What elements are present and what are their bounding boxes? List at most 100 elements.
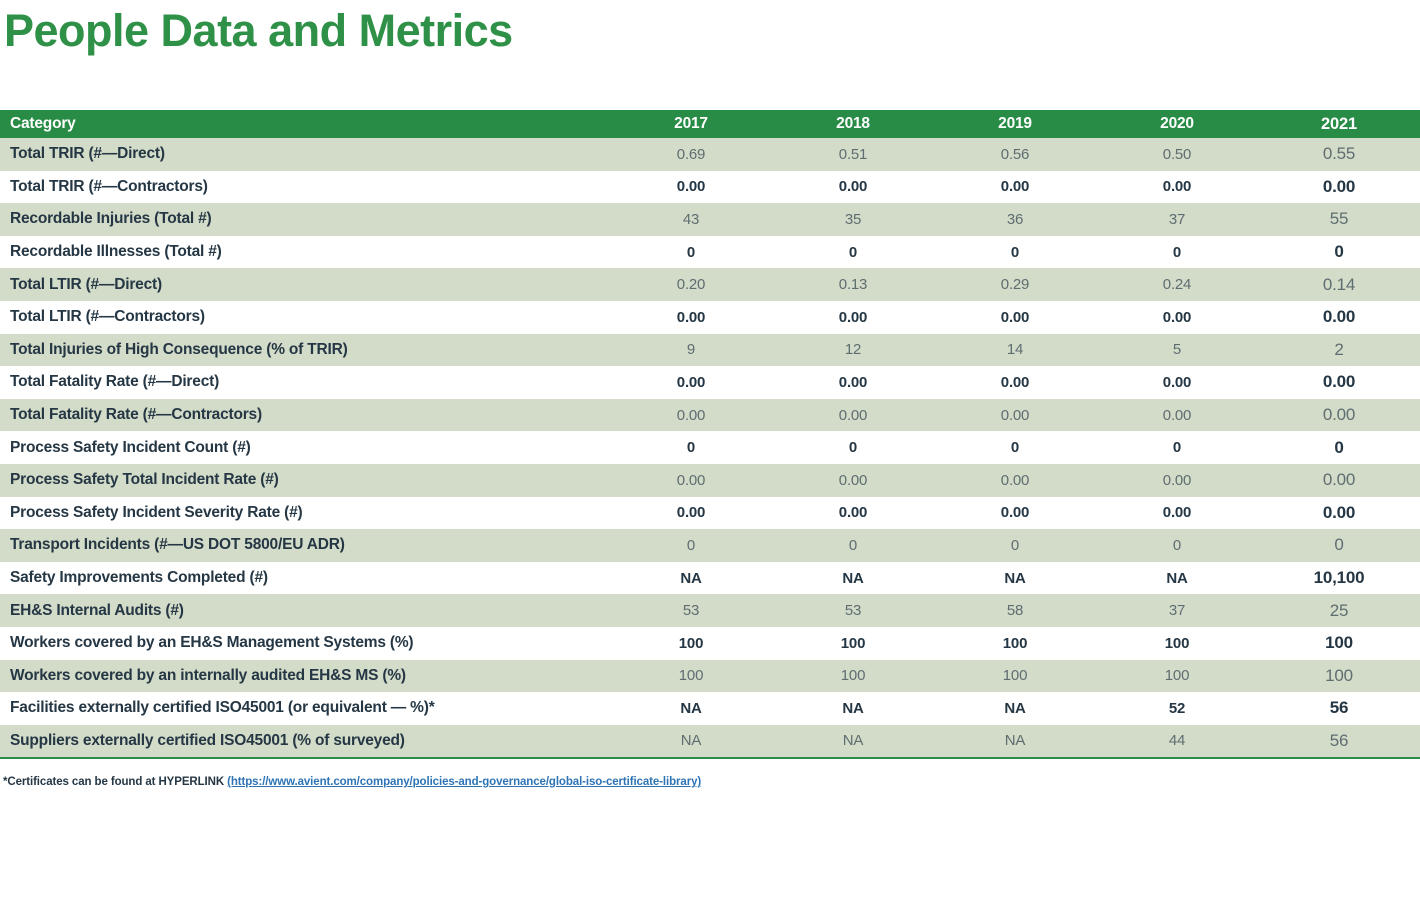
row-value-2020: 37 xyxy=(1168,602,1186,620)
row-value-2017: 0.00 xyxy=(676,406,706,424)
row-value-2020: 37 xyxy=(1168,210,1186,228)
row-value-2020: 5 xyxy=(1172,341,1182,359)
row-value-2021: 0.00 xyxy=(1322,470,1356,490)
row-value-2018: 0 xyxy=(848,439,858,457)
row-value-2018: NA xyxy=(842,699,864,717)
table-row: Suppliers externally certified ISO45001 … xyxy=(0,724,1420,759)
row-value-2017: 9 xyxy=(686,341,696,359)
row-value-2018: 0.00 xyxy=(838,373,868,391)
row-category-label: Workers covered by an EH&S Management Sy… xyxy=(10,634,414,652)
table-row: Total TRIR (#—Contractors) 0.00 0.00 0.00 0.… xyxy=(0,170,1420,204)
table-row: Total Injuries of High Consequence (% of… xyxy=(0,333,1420,367)
row-value-2021: 10,100 xyxy=(1313,568,1365,588)
row-value-2020: 0.00 xyxy=(1162,308,1192,326)
row-value-2018: 0.00 xyxy=(838,178,868,196)
row-value-2020: 100 xyxy=(1164,634,1190,652)
row-value-2018: NA xyxy=(842,569,864,587)
row-value-2020: 0.00 xyxy=(1162,471,1192,489)
row-value-2019: 36 xyxy=(1006,210,1024,228)
row-value-2019: NA xyxy=(1004,569,1026,587)
table-row: Recordable Illnesses (Total #) 0 0 0 0 0 xyxy=(0,235,1420,269)
row-value-2019: 0 xyxy=(1010,439,1020,457)
table-row: Total TRIR (#—Direct) 0.69 0.51 0.56 0.50 0.5… xyxy=(0,138,1420,171)
table-row: Total Fatality Rate (#—Direct) 0.00 0.00 0.… xyxy=(0,366,1420,399)
row-value-2018: 0.51 xyxy=(838,145,868,163)
row-value-2019: 100 xyxy=(1002,667,1028,685)
row-value-2021: 0 xyxy=(1334,535,1344,555)
row-value-2018: 0.00 xyxy=(838,471,868,489)
row-value-2019: 0.00 xyxy=(1000,373,1030,391)
row-category-label: Total TRIR (#—Direct) xyxy=(10,145,165,163)
row-value-2020: 100 xyxy=(1164,667,1190,685)
row-value-2020: 0.00 xyxy=(1162,504,1192,522)
row-value-2021: 25 xyxy=(1329,600,1349,620)
column-header-year: 2019 xyxy=(934,110,1096,138)
row-value-2019: 100 xyxy=(1002,634,1028,652)
row-value-2020: 0 xyxy=(1172,243,1182,261)
column-header-category: Category xyxy=(0,110,610,138)
row-value-2021: 0.00 xyxy=(1322,372,1356,392)
row-value-2021: 0.00 xyxy=(1322,405,1356,425)
row-value-2017: 53 xyxy=(682,602,700,620)
row-value-2019: 0.29 xyxy=(1000,276,1030,294)
row-value-2020: 0.00 xyxy=(1162,406,1192,424)
row-category-label: Transport Incidents (#—US DOT 5800/EU AD… xyxy=(10,536,345,554)
table-row: Recordable Injuries (Total #) 43 35 36 37 55 xyxy=(0,203,1420,236)
row-value-2021: 55 xyxy=(1329,209,1349,229)
row-value-2021: 0 xyxy=(1334,437,1344,457)
table-row: Process Safety Total Incident Rate (#) 0.… xyxy=(0,463,1420,497)
column-header-year: 2020 xyxy=(1096,110,1258,138)
row-value-2018: 100 xyxy=(840,667,866,685)
row-value-2017: 0.00 xyxy=(676,471,706,489)
people-metrics-table: Category 2017 2018 2019 2020 2021 Total TRIR… xyxy=(0,110,1420,760)
column-header-year: 2018 xyxy=(772,110,934,138)
row-category-label: Workers covered by an internally audited… xyxy=(10,666,406,684)
row-category-label: Process Safety Total Incident Rate (#) xyxy=(10,471,279,489)
row-value-2018: 0.00 xyxy=(838,406,868,424)
row-value-2017: 43 xyxy=(682,210,700,228)
footnote: *Certificates can be found at HYPERLINK … xyxy=(3,776,701,788)
row-value-2019: 0.56 xyxy=(1000,145,1030,163)
row-value-2017: 0 xyxy=(686,536,696,554)
row-value-2019: NA xyxy=(1004,699,1026,717)
row-value-2017: 0.00 xyxy=(676,373,706,391)
row-value-2020: 44 xyxy=(1168,732,1186,750)
table-row: Facilities externally certified ISO45001… xyxy=(0,692,1420,725)
row-value-2019: 0.00 xyxy=(1000,178,1030,196)
row-value-2017: 0.00 xyxy=(676,308,706,326)
table-row: Process Safety Incident Count (#) 0 0 0 0 0 xyxy=(0,431,1420,464)
row-value-2020: 0.50 xyxy=(1162,145,1192,163)
row-value-2017: NA xyxy=(680,732,702,750)
row-category-label: Recordable Injuries (Total #) xyxy=(10,210,212,228)
row-value-2018: 0.00 xyxy=(838,504,868,522)
iso-certificate-library-link[interactable]: (https://www.avient.com/company/policies… xyxy=(227,776,702,788)
row-category-label: Total Fatality Rate (#—Direct) xyxy=(10,373,220,391)
row-value-2021: 0.00 xyxy=(1322,176,1356,196)
row-value-2021: 56 xyxy=(1329,730,1349,750)
row-value-2019: 0.00 xyxy=(1000,471,1030,489)
table-row: Total LTIR (#—Contractors) 0.00 0.00 0.00 0.… xyxy=(0,300,1420,334)
row-value-2017: 0 xyxy=(686,439,696,457)
table-header-row: Category 2017 2018 2019 2020 2021 xyxy=(0,110,1420,138)
row-value-2020: 0.00 xyxy=(1162,178,1192,196)
row-value-2021: 0.00 xyxy=(1322,307,1356,327)
row-value-2021: 0.00 xyxy=(1322,502,1356,522)
table-row: Workers covered by an EH&S Management Sy… xyxy=(0,626,1420,660)
row-value-2017: 0.00 xyxy=(676,178,706,196)
row-value-2019: 0.00 xyxy=(1000,308,1030,326)
row-value-2020: NA xyxy=(1166,569,1188,587)
row-value-2020: 0.24 xyxy=(1162,276,1192,294)
row-value-2019: NA xyxy=(1004,732,1026,750)
row-value-2018: NA xyxy=(842,732,864,750)
column-header-year: 2017 xyxy=(610,110,772,138)
table-row: Workers covered by an internally audited… xyxy=(0,659,1420,693)
row-value-2021: 0.14 xyxy=(1322,274,1356,294)
row-category-label: Total TRIR (#—Contractors) xyxy=(10,177,208,195)
row-value-2018: 0 xyxy=(848,243,858,261)
row-category-label: Total Fatality Rate (#—Contractors) xyxy=(10,406,262,424)
row-value-2017: 0 xyxy=(686,243,696,261)
row-value-2017: 0.00 xyxy=(676,504,706,522)
row-value-2018: 0 xyxy=(848,536,858,554)
table-row: Total Fatality Rate (#—Contractors) 0.00 0… xyxy=(0,398,1420,432)
